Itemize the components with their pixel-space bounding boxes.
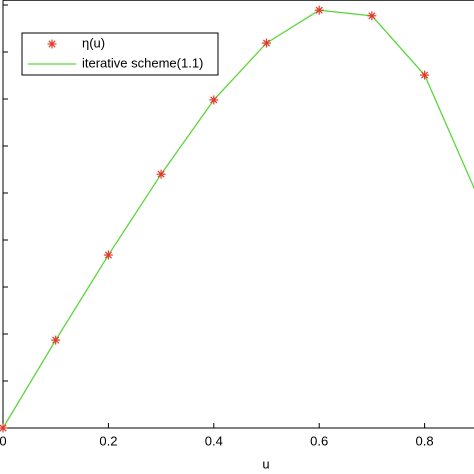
asterisk-stroke <box>210 96 218 104</box>
legend-box <box>21 32 219 76</box>
x-tick-label: 0 <box>0 433 7 448</box>
asterisk-stroke <box>48 40 56 48</box>
data-point <box>103 250 113 260</box>
data-point <box>51 335 61 345</box>
legend-label: η(u) <box>82 35 105 50</box>
data-line <box>2 9 474 429</box>
x-tick-label: 0.4 <box>205 433 223 448</box>
legend-label: iterative scheme(1.1) <box>82 55 203 70</box>
data-point <box>156 169 166 179</box>
asterisk-stroke <box>104 251 112 259</box>
asterisk-stroke <box>0 424 7 432</box>
asterisk-stroke <box>52 336 60 344</box>
asterisk-stroke <box>421 71 429 79</box>
asterisk-stroke <box>315 6 323 14</box>
asterisk-stroke <box>368 12 376 20</box>
legend-marker <box>47 39 57 49</box>
data-point <box>262 38 271 48</box>
data-point <box>314 5 324 15</box>
x-tick-label: 0.8 <box>416 433 434 448</box>
asterisk-stroke <box>262 39 271 47</box>
data-point <box>0 423 8 433</box>
x-tick-label: 0.2 <box>99 433 117 448</box>
data-point <box>420 70 430 80</box>
asterisk-stroke <box>157 170 165 178</box>
x-axis-label: u <box>262 456 269 471</box>
data-point <box>209 95 219 105</box>
legend: η(u) iterative scheme(1.1) <box>21 32 219 76</box>
x-tick-label: 0.6 <box>310 433 328 448</box>
data-point <box>367 11 377 21</box>
